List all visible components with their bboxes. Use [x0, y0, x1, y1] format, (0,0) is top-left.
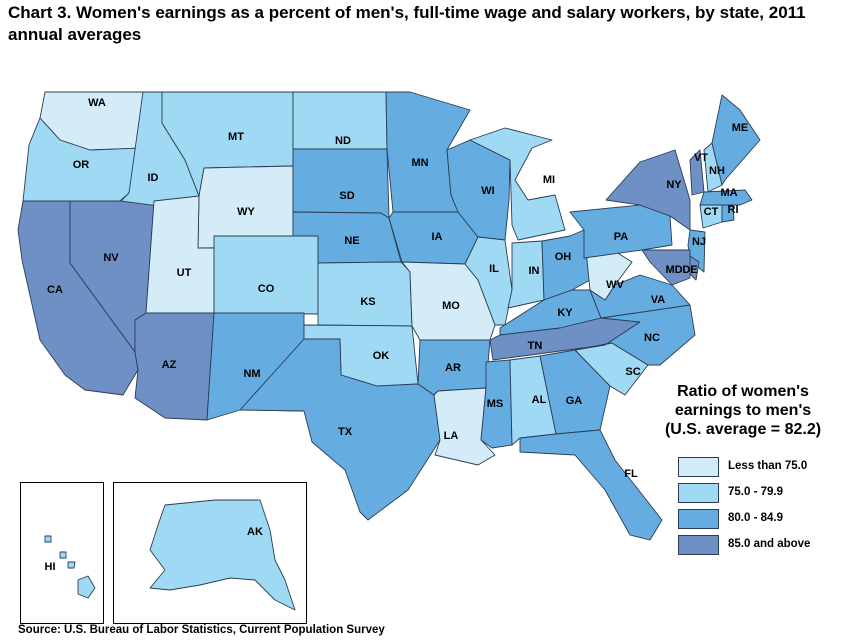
state-label-co: CO	[258, 283, 275, 295]
state-me	[711, 94, 761, 186]
state-label-or: OR	[73, 159, 90, 171]
legend-title: Ratio of women's earnings to men's (U.S.…	[643, 382, 843, 439]
state-md	[641, 249, 691, 286]
state-label-nc: NC	[644, 332, 660, 344]
legend-label: 75.0 - 79.9	[728, 486, 783, 498]
state-label-wy: WY	[237, 206, 255, 218]
legend-label: 80.0 - 84.9	[728, 512, 783, 524]
state-label-ok: OK	[373, 350, 390, 362]
state-label-il: IL	[489, 263, 499, 275]
state-label-va: VA	[651, 294, 666, 306]
state-ga	[539, 349, 611, 435]
state-label-sd: SD	[339, 190, 354, 202]
state-label-nv: NV	[103, 252, 119, 264]
state-label-de: DE	[682, 264, 697, 276]
state-label-ms: MS	[487, 398, 504, 410]
state-tx	[239, 338, 441, 521]
state-label-la: LA	[444, 430, 459, 442]
state-label-mi: MI	[543, 174, 555, 186]
state-label-ma: MA	[720, 187, 737, 199]
state-label-hi: HI	[45, 561, 56, 573]
state-label-ar: AR	[445, 362, 461, 374]
state-label-oh: OH	[555, 251, 572, 263]
legend-swatch	[678, 509, 719, 529]
state-labels-layer: WA OR CA NV ID MT WY UT AZ CO NM ND SD NE KS OK TX MN IA MO…	[45, 97, 749, 573]
state-ma	[699, 189, 753, 206]
state-label-ct: CT	[704, 206, 719, 218]
state-label-ks: KS	[360, 296, 375, 308]
state-label-tx: TX	[338, 426, 353, 438]
state-oh	[541, 229, 591, 301]
state-label-fl: FL	[624, 468, 638, 480]
legend-swatch	[678, 483, 719, 503]
state-label-ky: KY	[557, 307, 573, 319]
state-fl	[519, 429, 663, 541]
state-sd	[292, 148, 390, 219]
states-layer	[17, 91, 761, 611]
state-label-md: MD	[665, 264, 682, 276]
state-label-wi: WI	[481, 185, 494, 197]
state-label-ri: RI	[728, 204, 739, 216]
state-ak	[149, 499, 296, 611]
state-label-wv: WV	[606, 279, 624, 291]
legend-swatch	[678, 535, 719, 555]
state-label-pa: PA	[614, 231, 629, 243]
state-ny	[605, 149, 691, 231]
state-label-az: AZ	[162, 359, 177, 371]
state-label-sc: SC	[625, 366, 640, 378]
state-label-ia: IA	[432, 231, 443, 243]
state-label-id: ID	[148, 172, 159, 184]
legend-label: Less than 75.0	[728, 460, 808, 472]
state-nc	[574, 304, 696, 366]
alaska-inset	[113, 482, 307, 624]
state-label-ga: GA	[566, 395, 583, 407]
legend-title-line-3: (U.S. average = 82.2)	[664, 421, 822, 438]
state-label-in: IN	[529, 265, 540, 277]
state-label-nj: NJ	[692, 236, 706, 248]
state-label-nh: NH	[709, 165, 725, 177]
source-note: Source: U.S. Bureau of Labor Statistics,…	[18, 624, 385, 636]
chart-title: Chart 3. Women's earnings as a percent o…	[8, 3, 806, 44]
state-label-ca: CA	[47, 284, 63, 296]
state-label-al: AL	[532, 394, 547, 406]
state-label-vt: VT	[694, 152, 708, 164]
state-label-mo: MO	[442, 300, 460, 312]
state-mi	[469, 127, 566, 241]
state-label-nd: ND	[335, 135, 351, 147]
state-in	[507, 240, 545, 309]
hawaii-inset	[20, 482, 104, 624]
state-label-ne: NE	[344, 235, 359, 247]
state-label-wa: WA	[88, 97, 106, 109]
state-label-ut: UT	[177, 267, 192, 279]
state-label-mt: MT	[228, 131, 244, 143]
legend-title-line-1: Ratio of women's	[677, 383, 809, 400]
state-label-nm: NM	[243, 368, 260, 380]
state-co	[213, 235, 319, 315]
legend-label: 85.0 and above	[728, 538, 811, 550]
state-label-me: ME	[732, 122, 749, 134]
state-hi	[44, 535, 96, 599]
state-label-ak: AK	[247, 526, 263, 538]
state-label-ny: NY	[666, 179, 682, 191]
legend-title-line-2: earnings to men's	[674, 402, 812, 419]
legend-swatch	[678, 457, 719, 477]
state-label-tn: TN	[528, 340, 543, 352]
state-ks	[317, 261, 413, 327]
state-ri	[721, 204, 735, 223]
state-label-mn: MN	[411, 157, 428, 169]
state-il	[464, 236, 513, 326]
